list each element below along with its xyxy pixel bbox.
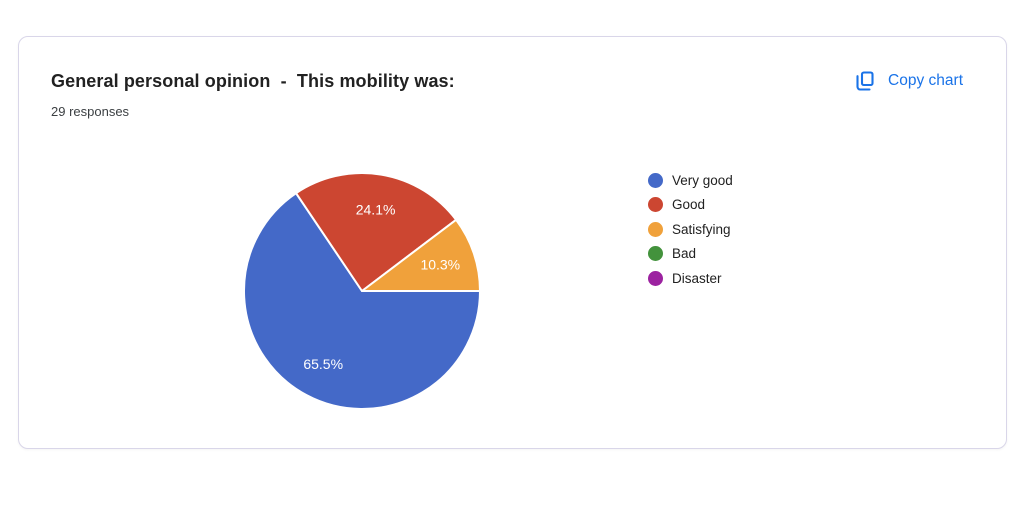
slice-percentage-label: 24.1% [356,202,396,218]
card-header: General personal opinion - This mobility… [51,71,455,119]
responses-count: 29 responses [51,104,130,119]
legend-item-disaster: Disaster [648,270,733,286]
legend-label: Disaster [672,270,722,286]
pie-slice-good[interactable] [295,172,458,292]
legend-swatch-satisfying [648,221,663,237]
legend-item-bad: Bad [648,246,733,262]
chart-card: General personal opinion - This mobility… [18,36,1007,449]
legend-label: Very good [672,172,733,188]
pie-slice-very-good[interactable] [243,192,481,410]
legend-item-good: Good [648,197,733,213]
pie-slice-satisfying[interactable] [361,218,481,292]
pie-chart: 65.5% 24.1% 10.3% [243,172,481,410]
copy-chart-button[interactable]: Copy chart [851,67,965,95]
chart-title: General personal opinion - This mobility… [51,71,455,91]
legend-swatch-very-good [648,172,663,188]
legend-swatch-good [648,197,663,212]
legend-label: Good [672,197,706,212]
copy-icon [853,69,877,93]
legend-swatch-disaster [648,270,663,286]
legend-label: Satisfying [672,221,731,237]
chart-legend: Very good Good Satisfying Bad Disaster [648,172,733,286]
slice-percentage-label: 10.3% [420,257,460,273]
slice-percentage-label: 65.5% [303,356,343,372]
copy-chart-label: Copy chart [888,72,963,89]
legend-item-satisfying: Satisfying [648,221,733,237]
legend-item-very-good: Very good [648,172,733,188]
legend-label: Bad [672,246,697,261]
legend-swatch-bad [648,246,663,261]
